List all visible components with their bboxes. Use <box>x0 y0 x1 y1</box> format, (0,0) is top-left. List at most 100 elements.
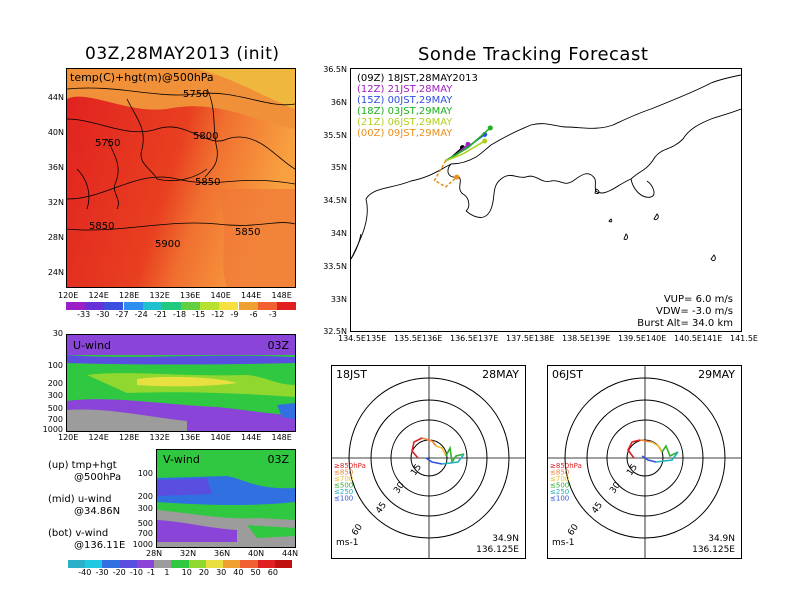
wind-colorbar-swatch <box>154 560 172 568</box>
vwind-svg <box>157 450 295 547</box>
vup-text: VUP= 6.0 m/s <box>663 294 733 305</box>
vwind-y-tick: 500 <box>137 519 153 528</box>
wind-colorbar-swatch <box>119 560 137 568</box>
track-lon-tick: 138E <box>534 334 555 343</box>
contour-label: 5850 <box>195 177 220 188</box>
uwind-y-tick: 300 <box>47 391 63 400</box>
hodo-legend-item: ≤850 <box>334 469 353 477</box>
map-lon-tick: 148E <box>271 291 292 300</box>
uwind-y-tick: 700 <box>47 415 63 424</box>
track-endpoint <box>482 138 488 144</box>
track-lon-tick: 136E <box>422 334 443 343</box>
vwind-x-tick: 44N <box>282 549 299 558</box>
colorbar-tick: -3 <box>268 310 277 319</box>
wind-colorbar-tick: 1 <box>164 568 170 577</box>
hodo-left-unit: ms-1 <box>336 538 359 548</box>
colorbar-tick: -33 <box>77 310 91 319</box>
contour-label: 5750 <box>183 89 208 100</box>
contour-label: 5850 <box>89 221 114 232</box>
hodo-ring-label: 45 <box>590 501 605 516</box>
note-bot-2: @136.11E <box>74 540 126 551</box>
legend-time: (12Z) <box>357 84 388 95</box>
legend-label: 09JST,29MAY <box>387 128 453 139</box>
hodo-trace <box>421 437 437 447</box>
track-map-svg <box>351 74 741 262</box>
colorbar-swatch <box>276 302 296 310</box>
coastline <box>351 74 741 262</box>
vwind-label: V-wind <box>163 453 200 466</box>
left-title: 03Z,28MAY2013 (init) <box>85 44 280 64</box>
map-lon-tick: 140E <box>210 291 231 300</box>
colorbar-tick: -9 <box>230 310 239 319</box>
wind-colorbar-swatch <box>136 560 155 568</box>
hodo-trace <box>639 439 653 443</box>
wind-colorbar-tick: -20 <box>112 568 126 577</box>
colorbar-tick: -6 <box>249 310 258 319</box>
track-lat-tick: 33.5N <box>323 261 347 271</box>
uwind-svg <box>67 335 295 431</box>
contour-label: 5850 <box>235 227 260 238</box>
track-lon-tick: 137E <box>478 334 499 343</box>
wind-colorbar-swatch <box>274 560 292 568</box>
track-lon-tick: 138.5E <box>562 334 590 343</box>
hodo-left-date: 28MAY <box>482 368 519 381</box>
notes: (up) tmp+hgt @500hPa (mid) u-wind @34.86… <box>48 460 125 552</box>
colorbar-swatch <box>142 302 162 310</box>
hodo-right-date: 29MAY <box>698 368 735 381</box>
uwind-panel: U-wind 03Z <box>66 334 296 432</box>
hodo-right-time: 06JST <box>552 368 583 381</box>
track-endpoint <box>454 174 460 180</box>
colorbar-swatch <box>123 302 143 310</box>
map-lon-tick: 120E <box>58 291 79 300</box>
uwind-y-tick: 30 <box>52 329 63 338</box>
uwind-x-tick: 132E <box>149 433 170 442</box>
uwind-time: 03Z <box>267 339 289 352</box>
track-lat-tick: 32.5N <box>323 327 347 337</box>
map-lon-tick: 144E <box>241 291 262 300</box>
hodo-right-lon: 136.125E <box>692 545 735 555</box>
track-lon-tick: 135E <box>366 334 387 343</box>
note-mid-2: @34.86N <box>74 506 121 517</box>
hodo-ring-label: 15 <box>409 463 424 478</box>
track-lon-tick: 136.5E <box>450 334 478 343</box>
track-legend: (09Z) 18JST,28MAY2013 (12Z) 21JST,28MAY (1… <box>357 73 478 139</box>
hodo-legend-item: ≤700 <box>550 475 569 483</box>
uwind-x-tick: 148E <box>271 433 292 442</box>
track-lat-tick: 35.5N <box>323 130 347 140</box>
hodo-legend-item: ≤500 <box>334 482 353 490</box>
hodo-trace <box>641 455 657 463</box>
vwind-x-tick: 36N <box>214 549 231 558</box>
colorbar-tick: -18 <box>173 310 187 319</box>
wind-colorbar-tick: 40 <box>233 568 244 577</box>
wind-colorbar-tick: 30 <box>216 568 227 577</box>
uwind-x-tick: 124E <box>88 433 109 442</box>
legend-time: (15Z) <box>357 95 388 106</box>
hodo-right-lat: 34.9N <box>708 534 735 544</box>
track-legend-item: (09Z) 18JST,28MAY2013 <box>357 73 478 84</box>
note-up-1: (up) tmp+hgt <box>48 460 117 471</box>
legend-time: (18Z) <box>357 106 388 117</box>
uwind-y-tick: 500 <box>47 404 63 413</box>
uwind-y-tick: 1000 <box>42 425 63 434</box>
uwind-x-tick: 140E <box>210 433 231 442</box>
track-lon-tick: 139E <box>590 334 611 343</box>
map-lon-tick: 128E <box>119 291 140 300</box>
hodo-trace <box>441 453 465 465</box>
colorbar-tick: -24 <box>134 310 148 319</box>
track-lon-tick: 134.5E <box>338 334 366 343</box>
colorbar-tick: -21 <box>153 310 167 319</box>
wind-colorbar-tick: 60 <box>267 568 278 577</box>
hodo-left-lat: 34.9N <box>492 534 519 544</box>
hodo-ring-label: 45 <box>374 501 389 516</box>
hodo-legend-item: ≥850hPa <box>550 462 582 470</box>
track-line <box>445 127 491 162</box>
map-lon-tick: 124E <box>88 291 109 300</box>
hodo-ring-label: 60 <box>566 522 581 537</box>
wind-colorbar-swatch <box>102 560 120 568</box>
colorbar-swatch <box>257 302 277 310</box>
hodo-trace <box>425 457 443 465</box>
vwind-x-tick: 28N <box>146 549 163 558</box>
colorbar-tick: -30 <box>96 310 110 319</box>
vwind-y-tick: 700 <box>137 529 153 538</box>
